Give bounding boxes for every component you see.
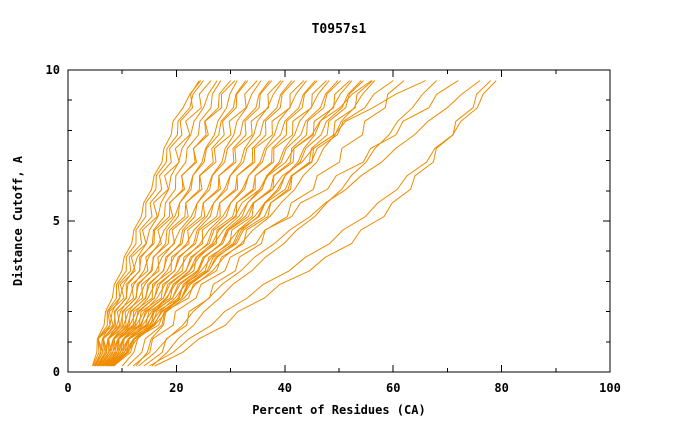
model-curve bbox=[104, 80, 295, 367]
model-curve bbox=[121, 80, 372, 367]
model-curve bbox=[92, 80, 204, 367]
model-curve bbox=[143, 80, 405, 367]
model-curve bbox=[96, 80, 231, 367]
chart-title: T0957s1 bbox=[312, 22, 367, 37]
model-curve bbox=[151, 80, 437, 367]
model-curve bbox=[109, 80, 341, 367]
axis-ticks-group bbox=[67, 69, 611, 373]
tick-labels-group: 0 20 40 60 80 100 0 5 10 bbox=[46, 63, 621, 395]
model-curve bbox=[154, 80, 492, 367]
model-curve bbox=[98, 80, 249, 367]
model-curve bbox=[101, 80, 273, 367]
model-curve bbox=[112, 80, 364, 367]
x-tick-label: 80 bbox=[494, 381, 508, 395]
model-curve bbox=[100, 80, 262, 367]
x-tick-label: 40 bbox=[278, 381, 292, 395]
model-curve bbox=[99, 80, 258, 367]
x-axis-label: Percent of Residues (CA) bbox=[252, 403, 425, 417]
y-tick-label: 10 bbox=[46, 63, 60, 77]
model-curve bbox=[108, 80, 330, 367]
curve-series-group bbox=[91, 80, 497, 367]
x-tick-label: 20 bbox=[169, 381, 183, 395]
model-curve bbox=[135, 80, 426, 367]
model-curve bbox=[91, 80, 202, 367]
model-curve bbox=[111, 80, 353, 367]
model-curve bbox=[103, 80, 293, 367]
x-tick-label: 100 bbox=[599, 381, 621, 395]
y-tick-label: 0 bbox=[53, 365, 60, 379]
model-curve bbox=[149, 80, 497, 367]
model-curve bbox=[93, 80, 200, 367]
model-curve bbox=[107, 80, 318, 367]
model-curve bbox=[95, 80, 222, 367]
model-curve bbox=[97, 80, 238, 367]
model-curve bbox=[105, 80, 307, 367]
x-tick-label: 60 bbox=[386, 381, 400, 395]
model-curve bbox=[102, 80, 284, 367]
model-curve bbox=[113, 80, 373, 367]
y-tick-label: 5 bbox=[53, 214, 60, 228]
model-curve bbox=[113, 80, 376, 367]
model-curve bbox=[138, 80, 481, 367]
model-curve bbox=[94, 80, 218, 367]
y-axis-label: Distance Cutoff, A bbox=[11, 155, 25, 286]
x-tick-label: 0 bbox=[64, 381, 71, 395]
model-curve bbox=[132, 80, 459, 367]
